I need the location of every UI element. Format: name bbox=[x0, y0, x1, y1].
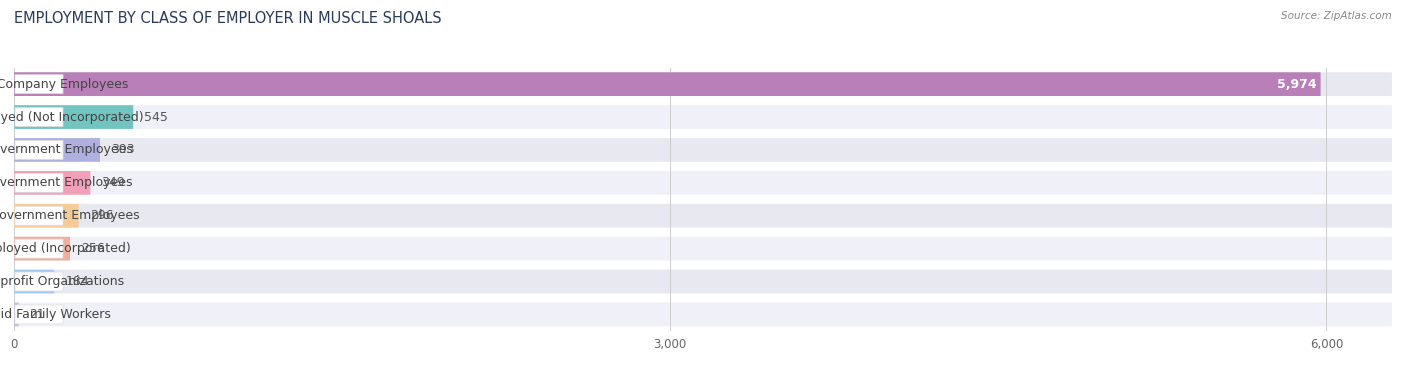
FancyBboxPatch shape bbox=[14, 105, 134, 129]
Text: EMPLOYMENT BY CLASS OF EMPLOYER IN MUSCLE SHOALS: EMPLOYMENT BY CLASS OF EMPLOYER IN MUSCL… bbox=[14, 11, 441, 26]
Text: 545: 545 bbox=[145, 111, 169, 124]
Text: Unpaid Family Workers: Unpaid Family Workers bbox=[0, 308, 111, 321]
Text: Self-Employed (Not Incorporated): Self-Employed (Not Incorporated) bbox=[0, 111, 143, 124]
FancyBboxPatch shape bbox=[15, 239, 63, 258]
Text: 393: 393 bbox=[111, 143, 135, 156]
Text: State Government Employees: State Government Employees bbox=[0, 176, 132, 190]
Text: Self-Employed (Incorporated): Self-Employed (Incorporated) bbox=[0, 242, 131, 255]
FancyBboxPatch shape bbox=[14, 138, 100, 162]
Text: 184: 184 bbox=[65, 275, 89, 288]
FancyBboxPatch shape bbox=[14, 270, 55, 293]
Text: Not-for-profit Organizations: Not-for-profit Organizations bbox=[0, 275, 125, 288]
FancyBboxPatch shape bbox=[14, 105, 1392, 129]
FancyBboxPatch shape bbox=[15, 141, 63, 159]
Text: Private Company Employees: Private Company Employees bbox=[0, 77, 129, 91]
Text: Federal Government Employees: Federal Government Employees bbox=[0, 209, 139, 222]
Text: 5,974: 5,974 bbox=[1277, 77, 1316, 91]
Text: Source: ZipAtlas.com: Source: ZipAtlas.com bbox=[1281, 11, 1392, 21]
FancyBboxPatch shape bbox=[14, 204, 1392, 227]
FancyBboxPatch shape bbox=[15, 305, 63, 324]
FancyBboxPatch shape bbox=[14, 237, 70, 261]
FancyBboxPatch shape bbox=[14, 171, 90, 195]
FancyBboxPatch shape bbox=[14, 171, 1392, 195]
FancyBboxPatch shape bbox=[14, 72, 1320, 96]
Text: 296: 296 bbox=[90, 209, 114, 222]
FancyBboxPatch shape bbox=[15, 206, 63, 225]
Text: 349: 349 bbox=[101, 176, 125, 190]
FancyBboxPatch shape bbox=[15, 108, 63, 126]
FancyBboxPatch shape bbox=[14, 270, 1392, 293]
FancyBboxPatch shape bbox=[14, 237, 1392, 261]
FancyBboxPatch shape bbox=[15, 272, 63, 291]
FancyBboxPatch shape bbox=[14, 303, 1392, 326]
Text: 256: 256 bbox=[82, 242, 104, 255]
FancyBboxPatch shape bbox=[15, 173, 63, 192]
Text: 21: 21 bbox=[30, 308, 45, 321]
FancyBboxPatch shape bbox=[14, 72, 1392, 96]
Text: Local Government Employees: Local Government Employees bbox=[0, 143, 132, 156]
FancyBboxPatch shape bbox=[14, 303, 18, 326]
FancyBboxPatch shape bbox=[15, 75, 63, 94]
FancyBboxPatch shape bbox=[14, 138, 1392, 162]
FancyBboxPatch shape bbox=[14, 204, 79, 227]
